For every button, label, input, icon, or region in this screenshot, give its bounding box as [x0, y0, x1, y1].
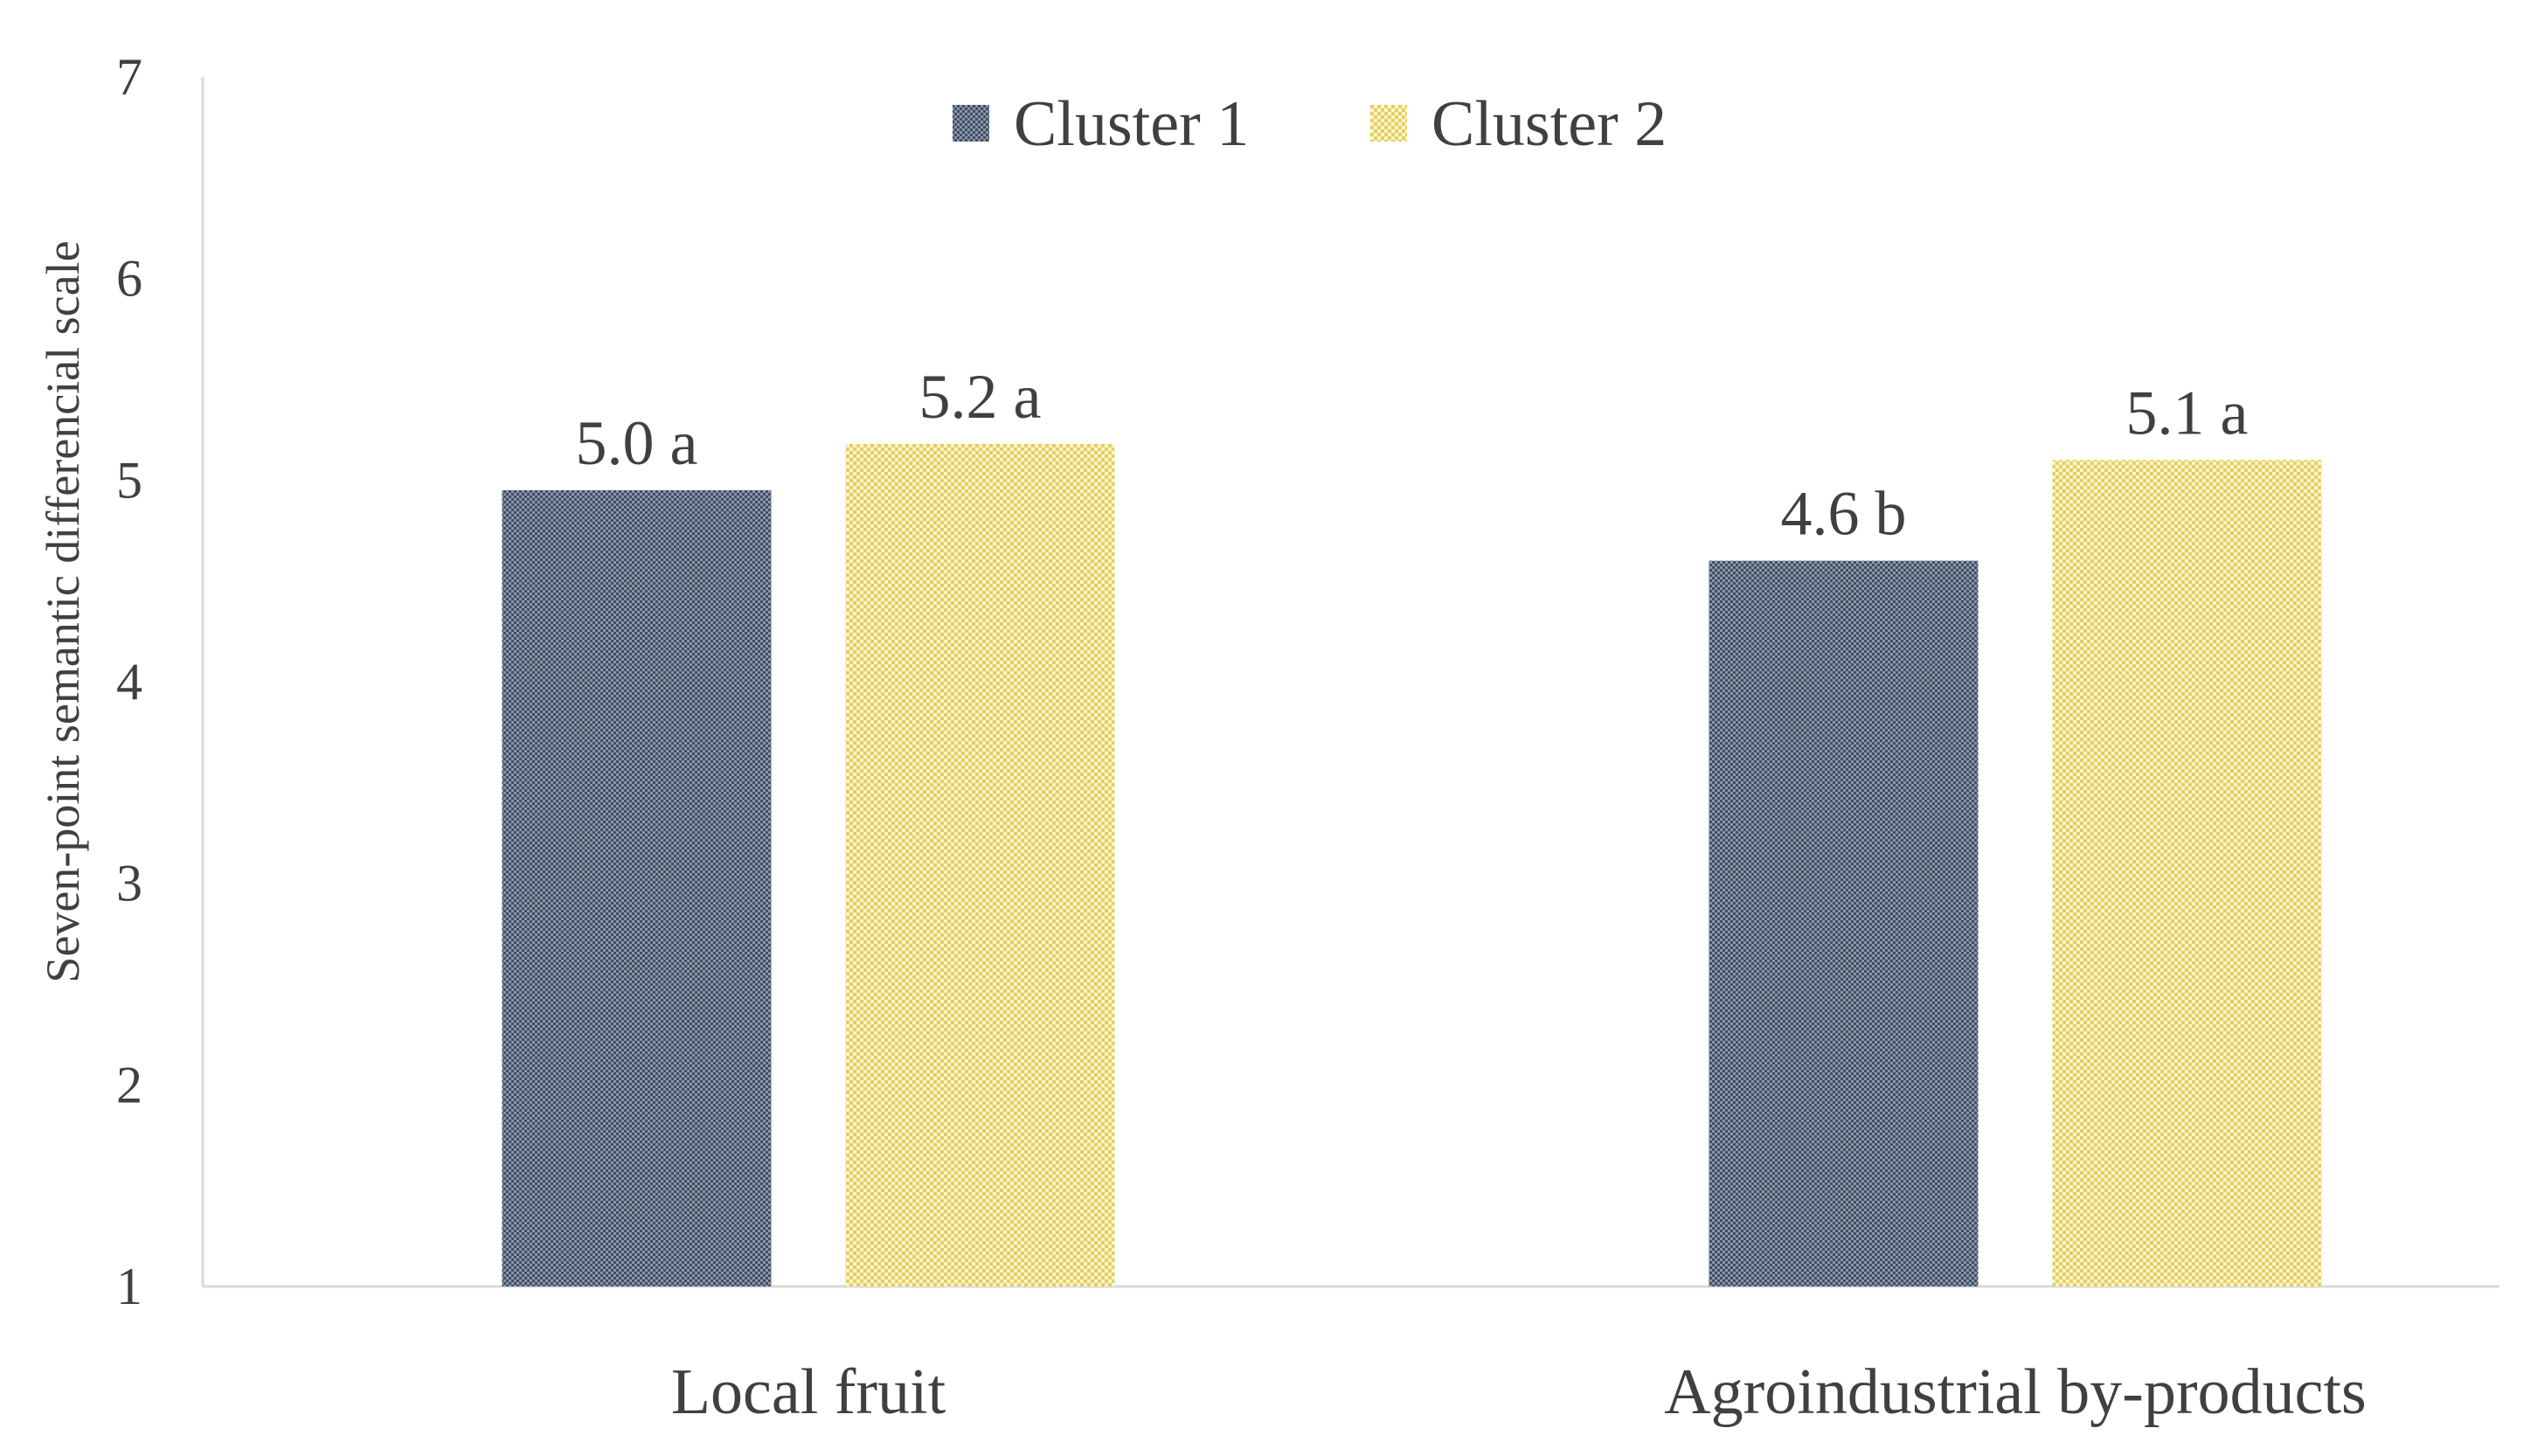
data-label: 5.0 a: [576, 408, 698, 478]
y-tick-label: 1: [116, 1258, 142, 1315]
legend: Cluster 1 Cluster 2: [953, 88, 1667, 160]
y-tick-label: 6: [116, 250, 142, 308]
bars: [502, 443, 2322, 1286]
legend-label-cluster-2: Cluster 2: [1431, 88, 1667, 160]
legend-label-cluster-1: Cluster 1: [1014, 88, 1249, 160]
category-label: Agroindustrial by-products: [1664, 1356, 2367, 1428]
legend-swatch-cluster-1: [953, 105, 989, 142]
y-tick-label: 3: [116, 855, 142, 912]
y-tick-label: 5: [116, 451, 142, 509]
y-tick-labels: 1 2 3 4 5 6 7: [116, 48, 142, 1315]
data-label: 4.6 b: [1781, 479, 1907, 549]
data-label: 5.1 a: [2126, 378, 2249, 447]
category-labels: Local fruit Agroindustrial by-products: [671, 1356, 2367, 1428]
category-label: Local fruit: [671, 1356, 946, 1428]
bar-1-1: [502, 489, 772, 1286]
data-labels: 5.0 a 5.2 a 4.6 b 5.1 a: [576, 362, 2249, 549]
y-tick-label: 2: [116, 1056, 142, 1113]
y-tick-label: 4: [116, 653, 142, 711]
bar-2-2: [2052, 460, 2322, 1286]
y-axis-title: Seven-point semantic differencial scale: [37, 240, 89, 982]
bar-2-1: [845, 443, 1115, 1286]
bar-1-2: [1709, 560, 1979, 1286]
data-label: 5.2 a: [919, 362, 1042, 432]
y-tick-label: 7: [116, 48, 142, 106]
legend-swatch-cluster-2: [1370, 105, 1407, 142]
